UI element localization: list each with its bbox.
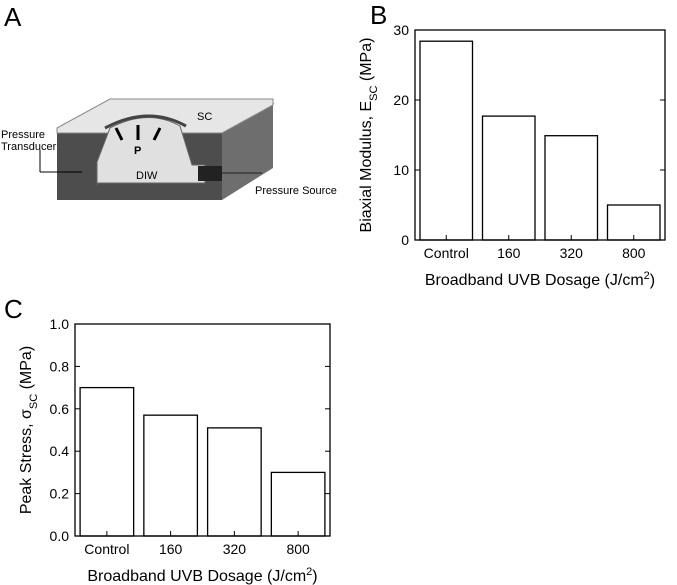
cavity <box>96 117 206 185</box>
y-tick-label: 20 <box>393 92 409 108</box>
y-tick-label: 0.2 <box>50 486 70 502</box>
y-tick-label: 0.0 <box>50 528 70 544</box>
source-label: Pressure Source <box>255 185 337 197</box>
y-tick-label: 0.4 <box>50 443 70 459</box>
bar <box>606 204 661 241</box>
transducer-label: Pressure <box>1 129 45 141</box>
bar <box>143 414 199 537</box>
axis-label-part: 2 <box>306 566 312 578</box>
block-side <box>222 105 273 200</box>
axis-label-part: (MPa) <box>358 38 375 86</box>
axis-label: Peak Stress, σSC (MPa) <box>18 346 40 514</box>
x-tick-label: 800 <box>622 245 646 261</box>
axis-label-part: SC <box>28 394 40 409</box>
axis-label-part: Biaxial Modulus, E <box>358 101 375 233</box>
bar <box>79 386 135 537</box>
arrows <box>114 125 162 141</box>
x-tick-label: 160 <box>497 245 521 261</box>
axis-label-part: Broadband UVB Dosage (J/cm <box>425 272 644 289</box>
bar <box>481 115 536 241</box>
axis-label-part: ) <box>650 272 655 289</box>
y-tick-label: 0.8 <box>50 358 70 374</box>
x-tick-label: 160 <box>159 541 183 557</box>
bar <box>270 471 326 537</box>
x-tick-label: Control <box>84 541 129 557</box>
x-tick-label: 800 <box>286 541 310 557</box>
y-tick-label: 30 <box>393 22 409 38</box>
diagram: A SC P DIW Pressure Transducer Pressure … <box>1 2 337 200</box>
axis-label-part: ) <box>312 568 317 585</box>
axis-label: Broadband UVB Dosage (J/cm2) <box>425 270 655 289</box>
plot-frame <box>414 29 666 241</box>
connector <box>198 166 222 181</box>
panel-label: B <box>370 0 387 30</box>
y-tick-label: 0.6 <box>50 401 70 417</box>
sc-label: SC <box>197 111 212 123</box>
axis-label: Biaxial Modulus, ESC (MPa) <box>358 38 380 233</box>
p-label: P <box>134 145 141 157</box>
diw-label: DIW <box>136 170 158 182</box>
transducer-label: Transducer <box>1 141 57 153</box>
axis-label-part: 2 <box>644 270 650 282</box>
axis-label-part: SC <box>368 85 380 100</box>
y-tick-label: 0 <box>401 232 409 248</box>
axis-label-part: (MPa) <box>18 346 35 394</box>
axis-label-part: Peak Stress, σ <box>18 409 35 514</box>
y-tick-label: 1.0 <box>50 316 70 332</box>
panel-label: C <box>4 294 23 324</box>
x-tick-label: 320 <box>560 245 584 261</box>
panel-label: A <box>4 2 22 32</box>
x-tick-label: Control <box>424 245 469 261</box>
y-tick-label: 10 <box>393 162 409 178</box>
bar <box>419 40 474 241</box>
plot-frame <box>74 323 331 537</box>
axis-label-part: Broadband UVB Dosage (J/cm <box>87 568 306 585</box>
dome <box>104 114 187 130</box>
bar <box>206 427 262 537</box>
x-tick-label: 320 <box>223 541 247 557</box>
bar <box>544 135 599 241</box>
axis-label: Broadband UVB Dosage (J/cm2) <box>87 566 317 585</box>
